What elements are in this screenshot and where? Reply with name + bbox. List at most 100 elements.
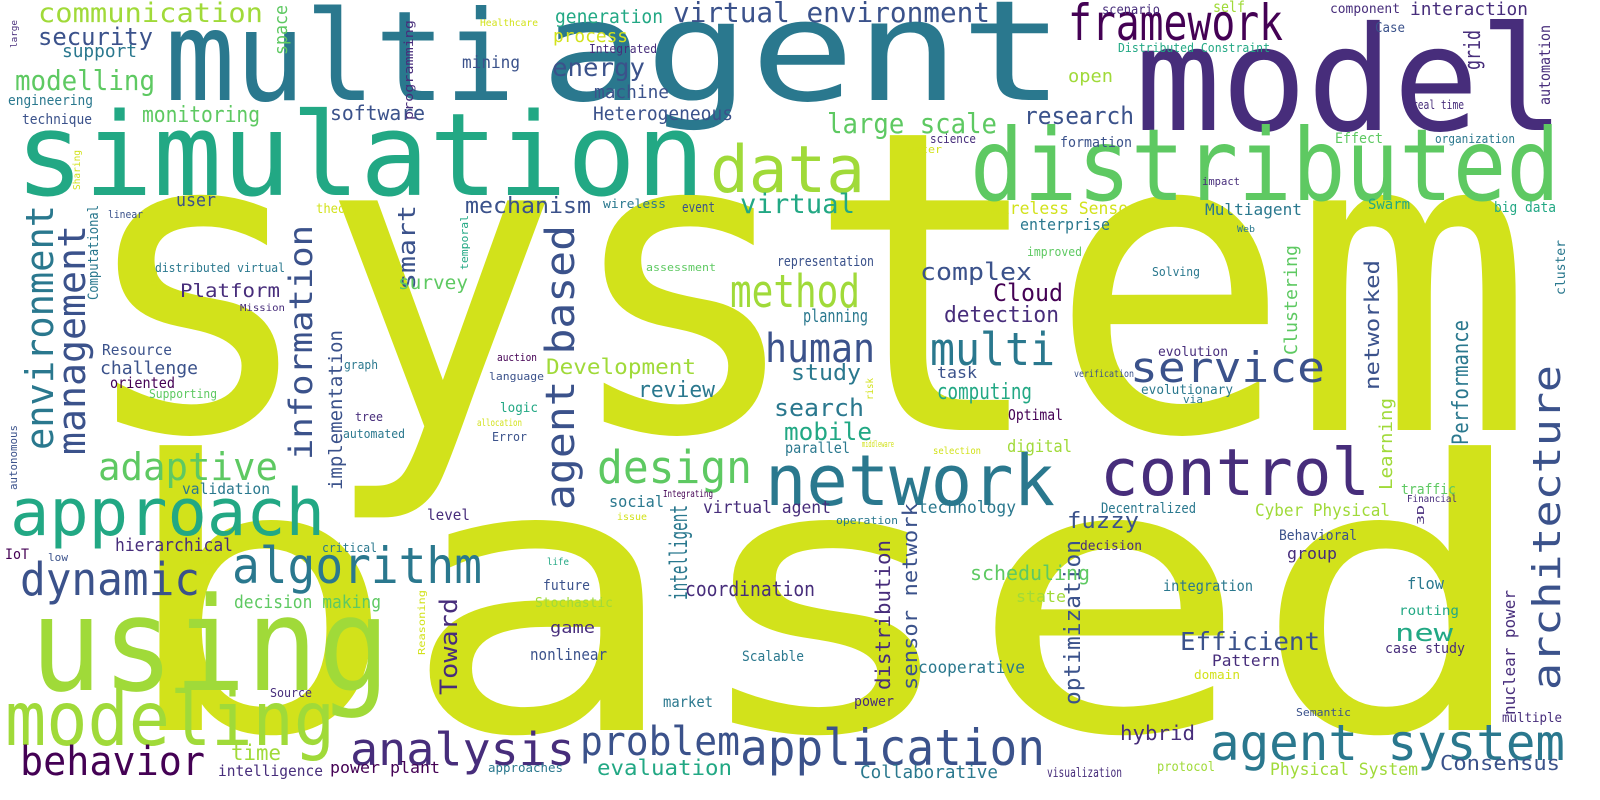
word: engineering xyxy=(8,93,93,109)
word: modeling xyxy=(5,675,335,763)
word: user xyxy=(176,190,216,211)
word: Cyber Physical xyxy=(1255,501,1390,521)
word: low xyxy=(48,551,68,564)
word: power plant xyxy=(330,758,440,777)
word: evolutionary xyxy=(1141,383,1233,398)
word: risk xyxy=(865,378,876,400)
word: decision xyxy=(1080,539,1142,554)
word: 3D xyxy=(1416,505,1427,525)
word: review xyxy=(638,378,716,403)
word: self xyxy=(1213,0,1245,16)
word: energy xyxy=(552,53,645,82)
word: temporal xyxy=(458,215,471,270)
word: behavior xyxy=(20,739,205,785)
word: using xyxy=(30,569,390,721)
word: group xyxy=(1287,544,1337,563)
word: use xyxy=(147,270,160,290)
word: search xyxy=(774,394,864,422)
word: social xyxy=(609,492,664,511)
word: Effect xyxy=(1335,131,1383,147)
word: Clustering xyxy=(1281,245,1302,355)
word: parallel xyxy=(785,439,850,457)
word: representation xyxy=(777,254,874,270)
word: Reasoning xyxy=(417,590,428,655)
word: approaches xyxy=(488,761,563,775)
word: power xyxy=(854,694,894,710)
word: technique xyxy=(22,112,92,128)
word: Consensus xyxy=(1440,751,1560,775)
word: Efficient xyxy=(1180,627,1320,656)
word: mobile xyxy=(784,418,872,446)
word: scheduling xyxy=(970,561,1090,585)
word: survey xyxy=(398,272,468,294)
word: auction xyxy=(497,351,537,364)
word: smart xyxy=(393,205,421,290)
word: open xyxy=(1068,66,1113,87)
word: issue xyxy=(617,512,647,523)
word: Cloud xyxy=(993,279,1063,307)
word: new xyxy=(1395,619,1454,647)
word: allocation xyxy=(477,418,522,429)
word: Financial xyxy=(1407,494,1457,505)
word: real time xyxy=(1412,98,1464,112)
word: coordination xyxy=(685,577,815,601)
word: virtual environment xyxy=(673,0,990,29)
word: agent xyxy=(540,0,1065,134)
word: algorithm xyxy=(232,537,482,595)
word: Mission xyxy=(240,303,285,314)
word: improved xyxy=(1027,245,1082,259)
word: distribution xyxy=(871,540,895,690)
word: fuzzy xyxy=(1067,509,1139,534)
word: environment xyxy=(18,205,62,450)
word: critical xyxy=(322,541,377,555)
word: adaptive xyxy=(98,445,278,489)
word: future xyxy=(543,578,590,594)
word: flow xyxy=(1407,574,1444,593)
word: domain xyxy=(1194,668,1240,682)
word: Stochastic xyxy=(535,596,613,611)
word: Supporting xyxy=(149,387,217,401)
word: programming xyxy=(402,20,416,120)
word: virtual xyxy=(740,189,855,220)
word: model xyxy=(1135,0,1565,165)
word: level xyxy=(427,506,470,524)
word: Wireless Sensor xyxy=(990,199,1138,219)
word: complex xyxy=(920,258,1032,286)
word: problem xyxy=(580,719,740,765)
word: life xyxy=(547,557,569,568)
word: Web xyxy=(1237,225,1255,235)
word: Multiagent xyxy=(1205,200,1302,219)
word: design xyxy=(597,441,752,494)
word: Development xyxy=(546,355,696,379)
word: cooperative xyxy=(918,658,1025,678)
word: implementation xyxy=(325,330,347,490)
word: market xyxy=(663,693,713,711)
word: verification xyxy=(1074,369,1134,380)
word: wireless xyxy=(603,197,666,211)
word: Semantic xyxy=(1296,706,1351,719)
word: large xyxy=(10,20,20,48)
word: Swarm xyxy=(1368,197,1410,213)
word: graph xyxy=(344,358,378,372)
word: large scale xyxy=(827,107,997,140)
word: Case xyxy=(1375,21,1405,36)
word: assessment xyxy=(646,261,716,274)
word: nuclear power xyxy=(1500,590,1519,715)
word: monitoring xyxy=(142,103,260,128)
word: space xyxy=(271,5,292,55)
word: impact xyxy=(1202,175,1240,188)
word: Performance xyxy=(1449,320,1474,445)
word: logic xyxy=(500,401,538,416)
word: Healthcare xyxy=(480,18,538,29)
word: Platform xyxy=(180,280,280,302)
word: network xyxy=(765,440,1055,522)
word: scenario xyxy=(1102,3,1160,18)
word: middleware xyxy=(862,440,894,450)
word: water xyxy=(907,143,942,156)
word: technology xyxy=(918,498,1016,518)
word: language xyxy=(489,370,544,383)
word: Integrated xyxy=(589,42,657,56)
word: operation xyxy=(836,514,898,527)
word: case study xyxy=(1385,641,1465,657)
